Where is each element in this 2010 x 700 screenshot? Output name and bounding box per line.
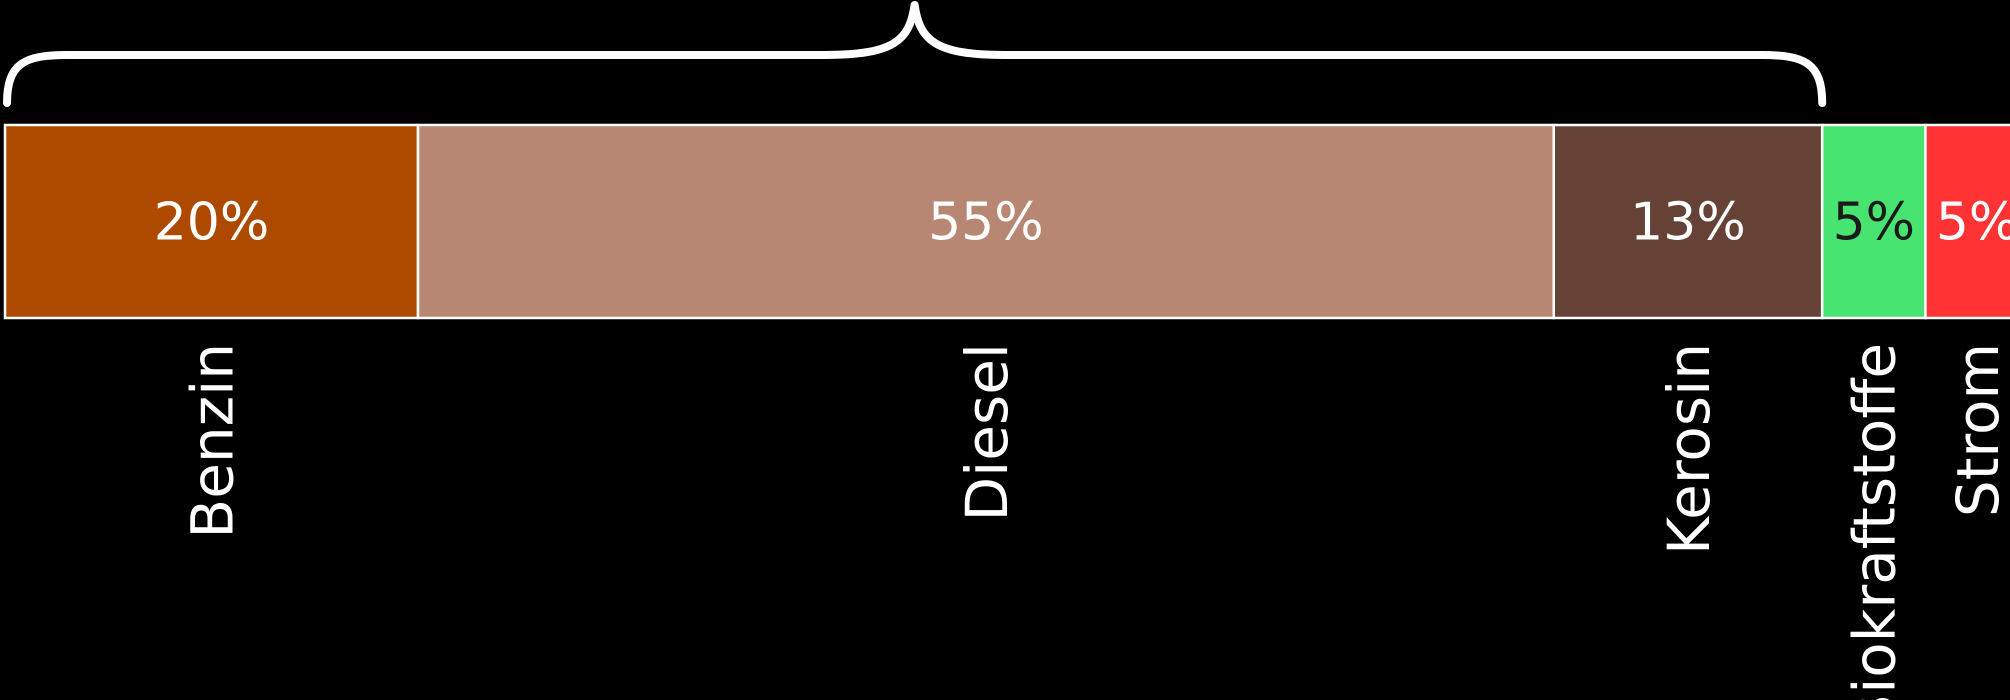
fossil-fuels-brace-group xyxy=(3,1,1827,107)
category-label-kerosin: Kerosin xyxy=(1655,343,1723,555)
fossil-fuels-brace xyxy=(3,1,1827,107)
bar-segment-diesel xyxy=(416,123,1555,320)
value-label-biokraftstoffe: 5% xyxy=(1833,193,1916,253)
bar-segment-benzin xyxy=(3,123,420,320)
bar-segment-kerosin xyxy=(1552,123,1824,320)
value-label-kerosin: 13% xyxy=(1630,193,1746,253)
value-label-strom: 5% xyxy=(1936,193,2010,253)
category-label-benzin: Benzin xyxy=(178,343,246,539)
category-label-biokraftstoffe: Biokraftstoffe xyxy=(1841,343,1909,700)
value-label-benzin: 20% xyxy=(154,193,270,253)
value-label-diesel: 55% xyxy=(928,193,1044,253)
stacked-bar xyxy=(3,123,2010,320)
category-labels: BenzinDieselKerosinBiokraftstoffeStromSo… xyxy=(178,343,2010,700)
value-labels: 20% 55% 13% 5% 5% xyxy=(154,193,2010,253)
bar-segment-strom xyxy=(1924,123,2010,320)
category-label-strom: Strom xyxy=(1944,343,2010,517)
category-label-diesel: Diesel xyxy=(953,343,1021,521)
